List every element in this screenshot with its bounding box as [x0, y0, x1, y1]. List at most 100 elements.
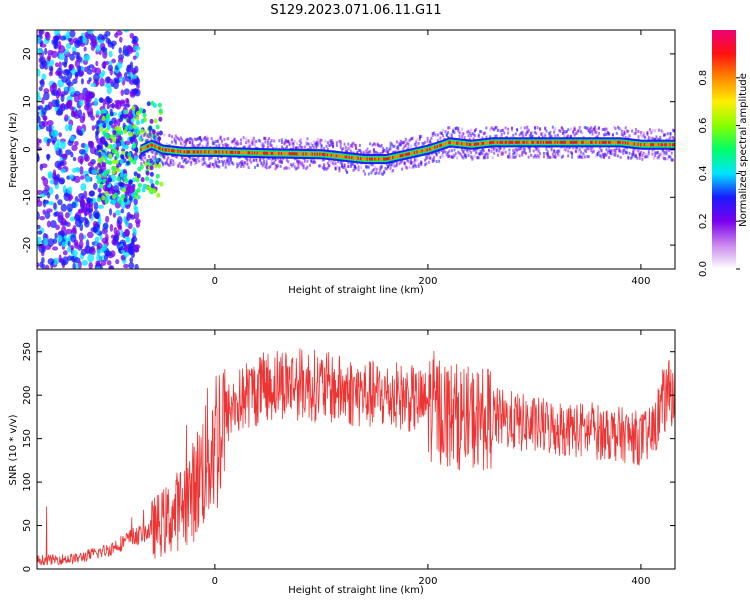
heatmap-cell: [366, 148, 369, 152]
heatmap-cell: [545, 147, 548, 151]
heatmap-cell: [537, 135, 540, 139]
heatmap-cell: [467, 150, 470, 154]
heatmap-cell: [274, 167, 277, 171]
heatmap-cell: [105, 250, 112, 257]
heatmap-cell: [457, 129, 460, 133]
heatmap-cell: [577, 150, 580, 154]
heatmap-cell: [311, 143, 314, 147]
heatmap-cell: [408, 165, 411, 169]
heatmap-cell: [242, 136, 245, 140]
heatmap-cell: [270, 151, 273, 155]
heatmap-cell: [115, 209, 121, 216]
heatmap-cell: [370, 162, 373, 166]
heatmap-cell: [47, 50, 54, 55]
heatmap-cell: [48, 124, 52, 133]
heatmap-cell: [567, 149, 570, 153]
heatmap-cell: [132, 227, 136, 233]
heatmap-cell: [286, 145, 289, 149]
heatmap-cell: [302, 152, 305, 156]
heatmap-cell: [641, 135, 644, 139]
heatmap-cell: [126, 160, 131, 166]
heatmap-cell: [246, 139, 249, 143]
heatmap-cell: [134, 263, 139, 269]
heatmap-cell: [347, 142, 350, 146]
heatmap-cell: [375, 167, 378, 171]
heatmap-cell: [426, 148, 429, 152]
heatmap-cell: [654, 143, 657, 147]
heatmap-cell: [530, 140, 533, 144]
heatmap-cell: [349, 162, 352, 166]
heatmap-cell: [259, 151, 262, 155]
heatmap-cell: [380, 152, 383, 156]
heatmap-cell: [89, 247, 96, 256]
heatmap-cell: [37, 142, 40, 147]
heatmap-cell: [504, 150, 507, 154]
heatmap-cell: [433, 158, 436, 162]
heatmap-cell: [154, 138, 157, 142]
heatmap-cell: [375, 171, 378, 175]
heatmap-cell: [287, 152, 290, 156]
heatmap-cell: [214, 158, 217, 162]
heatmap-cell: [490, 140, 493, 144]
heatmap-cell: [496, 140, 500, 144]
heatmap-cell: [555, 150, 558, 154]
heatmap-cell: [273, 161, 276, 165]
heatmap-cell: [600, 140, 603, 144]
heatmap-cell: [82, 112, 86, 121]
heatmap-cell: [499, 140, 502, 144]
heatmap-cell: [392, 156, 395, 160]
heatmap-cell: [54, 160, 62, 169]
heatmap-cell: [255, 140, 258, 144]
heatmap-cell: [448, 126, 451, 130]
heatmap-cell: [269, 151, 272, 155]
heatmap-cell: [614, 151, 617, 155]
heatmap-cell: [298, 139, 301, 143]
heatmap-cell: [389, 163, 392, 167]
heatmap-cell: [425, 157, 428, 161]
heatmap-cell: [521, 140, 524, 144]
heatmap-cell: [431, 160, 434, 164]
heatmap-cell: [122, 144, 127, 150]
heatmap-cell: [50, 220, 57, 228]
heatmap-cell: [154, 152, 157, 156]
heatmap-cell: [333, 163, 336, 167]
heatmap-cell: [610, 152, 613, 156]
heatmap-cell: [413, 159, 416, 163]
heatmap-cell: [293, 147, 296, 151]
heatmap-cell: [292, 141, 295, 145]
heatmap-cell: [637, 135, 640, 139]
heatmap-cell: [257, 138, 260, 142]
heatmap-cell: [155, 180, 160, 186]
heatmap-cell: [104, 83, 111, 88]
heatmap-cell: [190, 150, 193, 154]
heatmap-cell: [133, 198, 138, 206]
heatmap-cell: [398, 143, 401, 147]
heatmap-cell: [317, 164, 320, 168]
heatmap-cell: [608, 132, 611, 136]
heatmap-cell: [339, 161, 342, 165]
heatmap-cell: [124, 125, 129, 131]
heatmap-cell: [613, 153, 616, 157]
heatmap-cell: [608, 140, 611, 144]
heatmap-cell: [316, 143, 319, 147]
heatmap-cell: [491, 127, 494, 131]
heatmap-cell: [426, 136, 429, 140]
heatmap-cell: [37, 224, 41, 230]
heatmap-cell: [149, 118, 154, 124]
heatmap-cell: [240, 164, 243, 168]
heatmap-cell: [670, 143, 673, 147]
heatmap-cell: [263, 144, 266, 148]
heatmap-cell: [268, 137, 271, 141]
heatmap-cell: [440, 132, 443, 136]
heatmap-cell: [659, 143, 662, 147]
heatmap-cell: [144, 153, 147, 157]
heatmap-cell: [629, 156, 632, 160]
heatmap-cell: [381, 150, 384, 154]
heatmap-cell: [328, 144, 331, 148]
heatmap-cell: [395, 160, 398, 164]
heatmap-cell: [412, 160, 415, 164]
heatmap-cell: [618, 149, 621, 153]
heatmap-cell: [90, 35, 97, 45]
